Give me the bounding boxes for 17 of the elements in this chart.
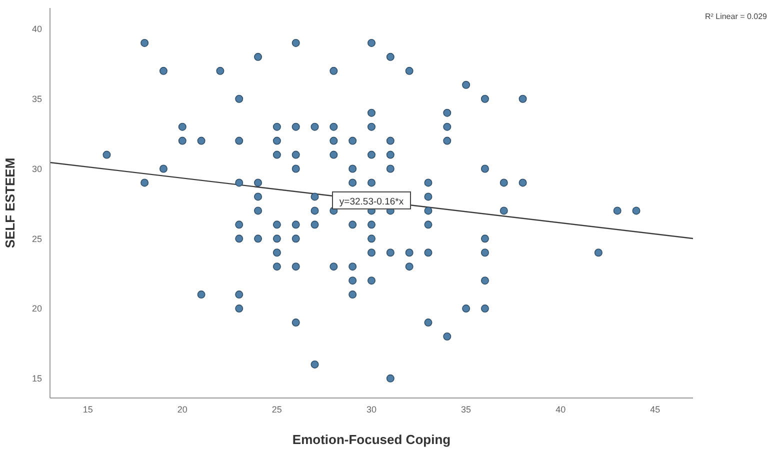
x-tick-label: 20 (177, 404, 188, 414)
y-tick-label: 25 (32, 234, 42, 244)
x-axis-title: Emotion-Focused Coping (292, 432, 451, 447)
x-tick-label: 40 (556, 404, 566, 414)
y-tick-label: 30 (32, 164, 42, 174)
y-tick-label: 15 (32, 374, 42, 384)
x-tick-label: 15 (82, 404, 93, 414)
y-tick-label: 40 (32, 24, 42, 34)
y-tick-label: 20 (32, 304, 42, 314)
y-axis-title: SELF ESTEEM (2, 158, 18, 248)
y-tick-label: 35 (32, 94, 42, 104)
x-tick-label: 30 (366, 404, 377, 414)
x-tick-label: 25 (272, 404, 282, 414)
text: R² Linear = 0.029 (704, 12, 767, 21)
x-tick-label: 35 (461, 404, 472, 414)
x-tick-label: 45 (650, 404, 660, 414)
annotation: y=32.53-0.16*x (339, 196, 404, 208)
